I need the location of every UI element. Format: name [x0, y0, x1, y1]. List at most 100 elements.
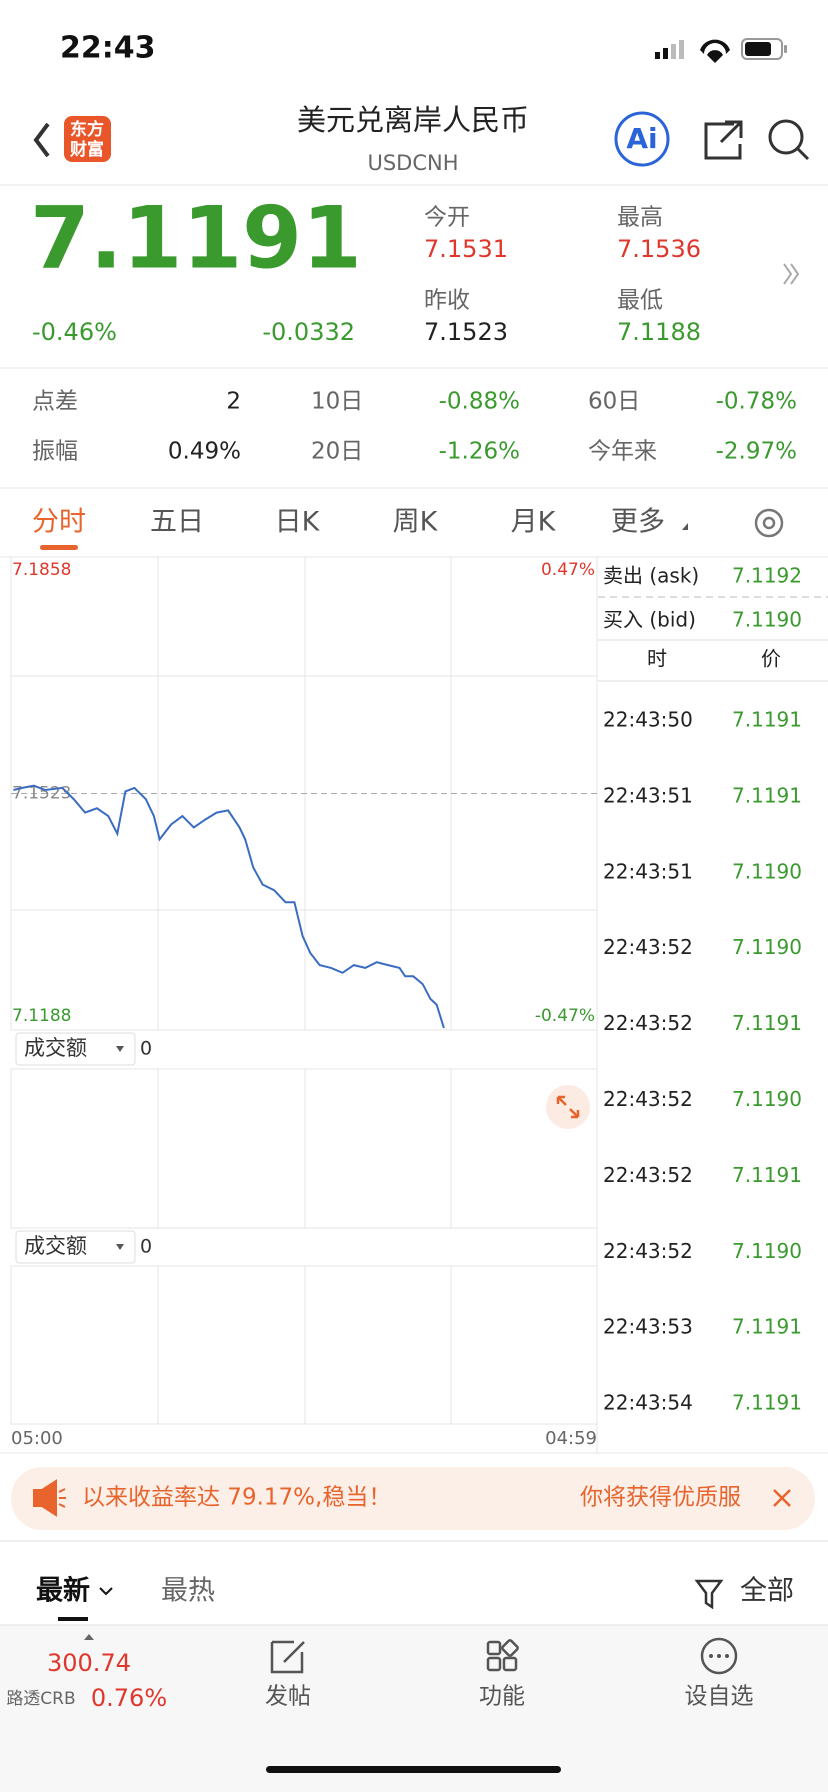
open-value: 7.1531 — [424, 235, 508, 263]
stat-label: 振幅 — [32, 439, 78, 465]
chart-tab[interactable]: 日K — [275, 507, 321, 538]
y-tick-label: 7.1188 — [12, 1006, 71, 1026]
share-button[interactable] — [704, 120, 743, 160]
y2-tick-label: -0.47% — [535, 1006, 595, 1026]
trade-price: 7.1190 — [732, 1239, 802, 1263]
post-icon[interactable] — [270, 1640, 305, 1674]
indicator-value: 0 — [140, 1236, 152, 1258]
home-indicator — [266, 1766, 561, 1773]
chart-tab[interactable]: 更多 — [611, 507, 665, 538]
indicator-selector[interactable] — [15, 1032, 136, 1066]
high-value: 7.1536 — [617, 235, 701, 263]
prev-close-value: 7.1523 — [424, 318, 508, 346]
bid-label: 买入 (bid) — [603, 608, 696, 632]
index-value[interactable]: 300.74 — [47, 1649, 131, 1677]
trade-price: 7.1191 — [732, 1163, 802, 1187]
close-button[interactable] — [773, 1489, 791, 1507]
trade-time-header: 时 — [647, 647, 667, 671]
indicator-selector[interactable] — [15, 1230, 136, 1264]
indicator-label[interactable]: 成交额 — [24, 1036, 87, 1060]
high-label: 最高 — [617, 205, 663, 231]
indicator-label[interactable]: 成交额 — [24, 1234, 87, 1258]
low-label: 最低 — [617, 288, 663, 314]
trade-time: 22:43:51 — [603, 783, 693, 807]
divider — [0, 1540, 828, 1542]
banner-text[interactable]: 你将获得优质服 — [580, 1485, 741, 1511]
chart-tab[interactable]: 周K — [393, 507, 439, 538]
status-icons — [655, 38, 787, 63]
chart-tab[interactable]: 五日 — [150, 507, 204, 538]
feed-tab[interactable]: 最新 — [36, 1575, 90, 1607]
nav-label[interactable]: 功能 — [479, 1684, 525, 1710]
logo-text: 财富 — [69, 139, 104, 160]
stat-value: -0.78% — [716, 389, 797, 415]
nav-label[interactable]: 设自选 — [685, 1684, 754, 1710]
stat-value: -1.26% — [439, 439, 520, 465]
ask-label: 卖出 (ask) — [603, 564, 699, 588]
trade-price: 7.1191 — [732, 783, 802, 807]
stat-value: 2 — [226, 389, 241, 415]
chart-tab[interactable]: 分时 — [32, 507, 86, 538]
x-tick-label: 04:59 — [545, 1428, 597, 1449]
ask-value: 7.1192 — [732, 564, 802, 588]
banner-text[interactable]: 以来收益率达 79.17%,稳当！ — [82, 1485, 391, 1511]
index-change: 0.76% — [91, 1684, 167, 1712]
x-tick-label: 05:00 — [11, 1428, 63, 1449]
stat-value: -0.88% — [439, 389, 520, 415]
price-line — [13, 784, 445, 1029]
chart-tab[interactable]: 月K — [511, 507, 557, 538]
stat-label: 10日 — [311, 389, 363, 415]
status-time: 22:43 — [60, 31, 156, 66]
y2-tick-label: 0.47% — [541, 560, 595, 580]
stat-label: 60日 — [588, 389, 640, 415]
page-title: 美元兑离岸人民币 — [297, 103, 529, 137]
more-chevron[interactable] — [790, 263, 800, 285]
ai-button[interactable] — [614, 111, 670, 167]
trade-price: 7.1191 — [732, 1315, 802, 1339]
search-button[interactable] — [768, 119, 810, 161]
banner[interactable] — [11, 1467, 815, 1530]
indicator-caret — [116, 1244, 124, 1250]
trade-time: 22:43:52 — [603, 1163, 693, 1187]
filter-icon[interactable] — [694, 1579, 724, 1610]
settings-button[interactable] — [754, 508, 784, 538]
change-percent: -0.46% — [32, 318, 117, 346]
bottom-bar — [0, 1625, 828, 1792]
trade-price: 7.1190 — [732, 859, 802, 883]
more-chevron[interactable] — [783, 263, 793, 285]
trade-price: 7.1190 — [732, 1087, 802, 1111]
function-icon[interactable] — [486, 1639, 519, 1672]
back-button[interactable] — [33, 122, 50, 158]
stat-label: 点差 — [32, 389, 78, 415]
y-tick-label: 7.1858 — [12, 560, 71, 580]
expand-button[interactable] — [546, 1085, 590, 1129]
trade-price: 7.1191 — [732, 1391, 802, 1415]
indicator-value: 0 — [140, 1038, 152, 1060]
trade-price: 7.1191 — [732, 1011, 802, 1035]
stat-value: -2.97% — [716, 439, 797, 465]
last-price: 7.1191 — [30, 188, 362, 288]
ai-label[interactable]: Ai — [626, 122, 657, 155]
page-subtitle: USDCNH — [367, 151, 458, 175]
low-value: 7.1188 — [617, 318, 701, 346]
change-amount: -0.0332 — [262, 318, 355, 346]
indicator-caret — [116, 1046, 124, 1052]
trade-time: 22:43:52 — [603, 1087, 693, 1111]
trade-time: 22:43:52 — [603, 1239, 693, 1263]
feed-tab[interactable]: 最热 — [161, 1576, 215, 1607]
filter-label[interactable]: 全部 — [740, 1576, 794, 1607]
index-name: 路透CRB — [6, 1689, 75, 1709]
logo — [64, 116, 111, 162]
chart-frame — [10, 556, 598, 1453]
index-arrow — [84, 1634, 94, 1640]
nav-label[interactable]: 发帖 — [265, 1684, 311, 1710]
watchlist-icon[interactable] — [700, 1637, 738, 1675]
trade-price-header: 价 — [761, 647, 781, 671]
stat-value: 0.49% — [168, 439, 241, 465]
dropdown-chevron[interactable] — [99, 1587, 113, 1596]
y-tick-label: 7.1523 — [12, 784, 71, 804]
open-label: 今开 — [424, 205, 470, 231]
bid-value: 7.1190 — [732, 608, 802, 632]
